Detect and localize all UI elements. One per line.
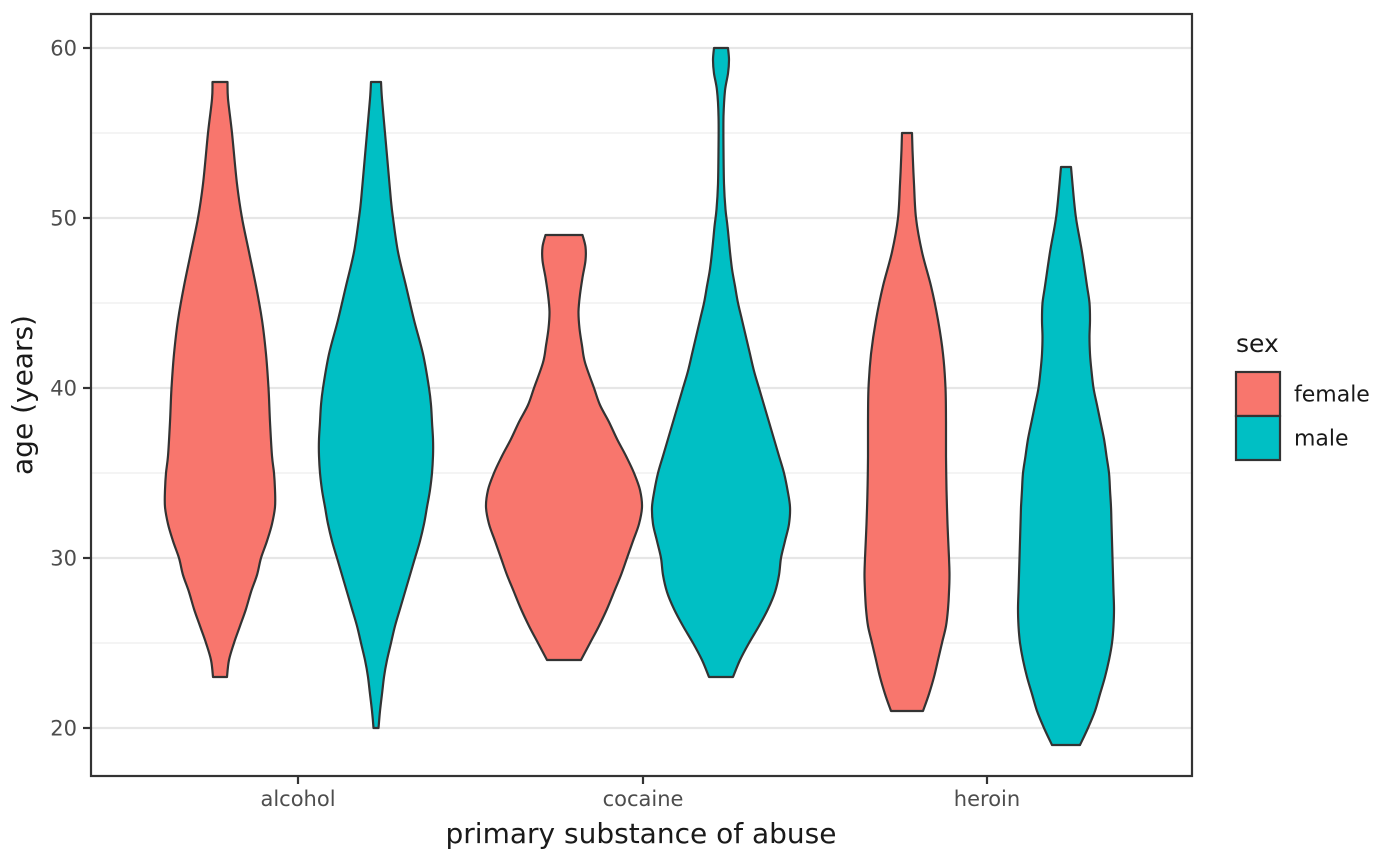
gridlines — [91, 46, 1192, 730]
y-tick-labels: 20 30 40 50 60 — [50, 36, 77, 740]
category-label-cocaine: cocaine — [603, 787, 684, 811]
legend-label-male: male — [1294, 427, 1349, 452]
legend-key-male: male — [1234, 414, 1349, 462]
violin-cocaine-female — [484, 233, 644, 662]
y-axis-title: age (years) — [6, 315, 39, 475]
y-tick-label-50: 50 — [50, 206, 77, 230]
x-axis-title: primary substance of abuse — [446, 817, 837, 850]
panel-border — [89, 12, 1194, 778]
violin-alcohol-female — [163, 80, 277, 679]
y-tick-label-30: 30 — [50, 546, 77, 570]
plot-panel — [89, 12, 1194, 778]
violin-heroin-male — [1016, 165, 1116, 747]
panel-background — [91, 14, 1192, 776]
legend: sex female male — [1234, 329, 1370, 462]
legend-label-female: female — [1294, 383, 1370, 408]
legend-swatch-female — [1234, 370, 1282, 418]
y-tick-label-40: 40 — [50, 376, 77, 400]
legend-key-female: female — [1234, 370, 1370, 418]
category-label-alcohol: alcohol — [260, 787, 335, 811]
y-tick-label-60: 60 — [50, 36, 77, 60]
violin-cocaine-male — [650, 46, 792, 679]
category-label-heroin: heroin — [954, 787, 1020, 811]
violins-group — [163, 46, 1116, 747]
legend-swatch-male — [1234, 414, 1282, 462]
y-axis: age (years) — [6, 46, 91, 730]
x-axis: alcohol cocaine heroin primary substance… — [260, 776, 1020, 850]
y-tick-label-20: 20 — [50, 716, 77, 740]
y-tick-marks — [83, 46, 91, 730]
violin-alcohol-male — [317, 80, 435, 730]
violin-heroin-female — [863, 131, 951, 713]
legend-title: sex — [1236, 329, 1279, 358]
